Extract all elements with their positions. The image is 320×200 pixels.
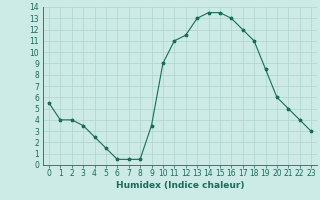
X-axis label: Humidex (Indice chaleur): Humidex (Indice chaleur) bbox=[116, 181, 244, 190]
